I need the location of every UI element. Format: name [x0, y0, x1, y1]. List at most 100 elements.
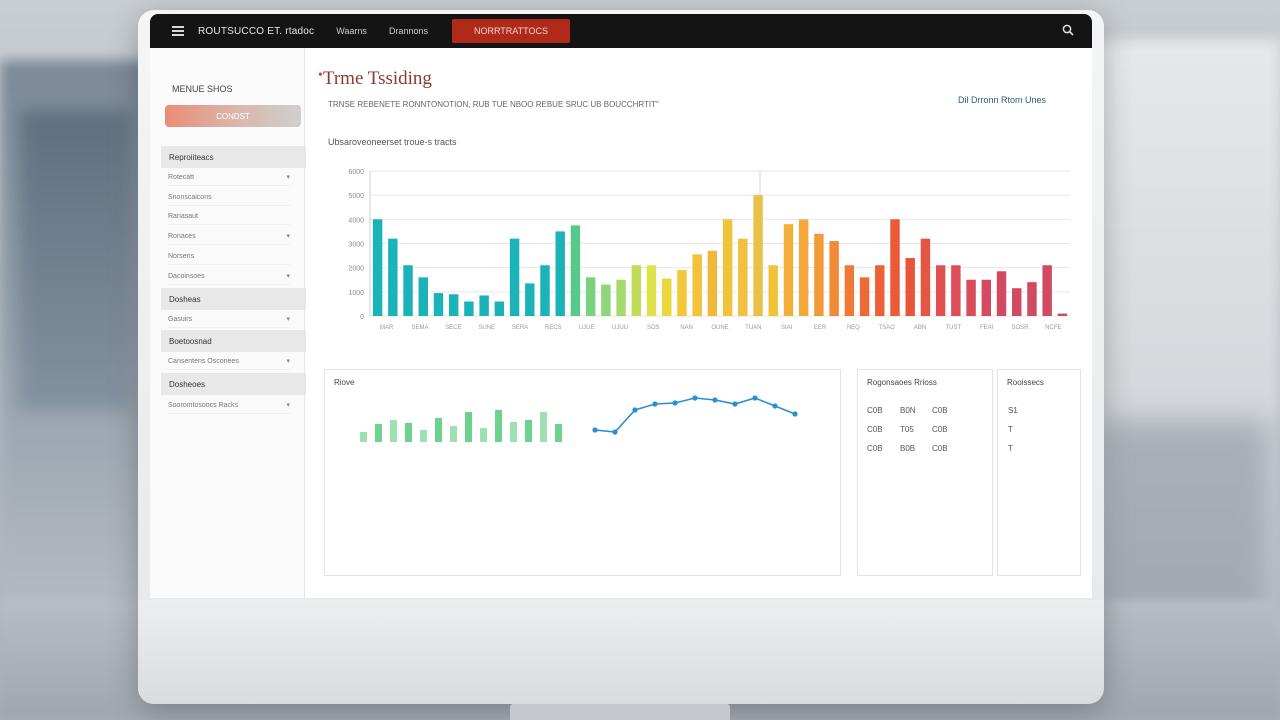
- trend-point: [672, 400, 678, 406]
- trend-bar: [435, 418, 442, 442]
- monitor-stand: [510, 704, 730, 720]
- bar: [1027, 282, 1037, 316]
- sidebar-section-header[interactable]: Dosheas: [161, 288, 306, 310]
- x-tick-label: SEMA: [411, 325, 428, 331]
- x-tick-label: ABN: [914, 325, 926, 331]
- bar: [555, 231, 565, 316]
- bar: [738, 238, 748, 316]
- x-tick-label: NEQ: [847, 325, 860, 331]
- bar: [494, 301, 505, 316]
- side-panel: Rooissecs S1 T T: [997, 369, 1081, 576]
- bar: [783, 224, 794, 316]
- trend-point: [652, 401, 658, 407]
- sidebar-item[interactable]: Sooromtosoocs Racks ▾: [168, 397, 290, 414]
- table-cell: C0B: [867, 406, 883, 415]
- trend-bar: [480, 428, 487, 442]
- chevron-down-icon: ▾: [286, 233, 290, 240]
- bar: [677, 270, 687, 316]
- bar: [920, 238, 931, 316]
- x-tick-label: RECS: [545, 325, 562, 331]
- trend-bar: [555, 424, 562, 442]
- bar: [692, 254, 702, 316]
- page-subtitle: TRNSE REBENETE RONNTONOTION, RUB TUE NBO…: [328, 100, 659, 109]
- bar: [570, 225, 581, 316]
- trend-bar: [540, 412, 547, 442]
- bar: [585, 277, 596, 316]
- table-panel: Rogonsaoes Rrioss C0B B0N C0B C0B T05 C0…: [857, 369, 993, 576]
- app-screen: ROUTSUCCO ET. rtadoc Waarns Drannons NOR…: [150, 14, 1092, 598]
- trend-point: [792, 411, 798, 417]
- menu-icon[interactable]: [172, 26, 186, 36]
- sidebar-section-header[interactable]: Reproiiteacs: [161, 146, 306, 168]
- sidebar-item[interactable]: Cansentens Osconees ▾: [168, 353, 290, 370]
- bar: [1042, 265, 1052, 316]
- x-tick-label: EER: [814, 325, 827, 331]
- table-cell: T05: [900, 425, 914, 434]
- sidebar-primary-button[interactable]: CONDST: [165, 105, 301, 127]
- trend-bar: [420, 430, 427, 442]
- bar: [418, 277, 428, 316]
- sidebar-item[interactable]: Dacoinsoes ▾: [168, 268, 290, 285]
- y-tick-label: 4000: [348, 217, 364, 224]
- bar: [981, 279, 992, 316]
- x-tick-label: SUNE: [478, 325, 495, 331]
- y-tick-label: 1000: [348, 290, 364, 297]
- header-link[interactable]: Dil Drronn Rtom Unes: [958, 95, 1047, 105]
- trend-point: [692, 395, 698, 401]
- background-blur-chair: [1100, 420, 1270, 620]
- bar: [631, 265, 642, 316]
- bar: [707, 250, 718, 316]
- x-tick-label: FEAI: [980, 325, 994, 331]
- sidebar-item[interactable]: Ranasaut: [168, 208, 290, 225]
- x-tick-label: SECE: [445, 325, 461, 331]
- app-brand: ROUTSUCCO ET. rtadoc: [198, 25, 315, 37]
- sidebar-item[interactable]: Snonscaicons: [168, 189, 290, 206]
- bar: [1057, 313, 1068, 316]
- trend-point: [592, 427, 598, 433]
- bar: [1012, 288, 1022, 316]
- sidebar-item[interactable]: Norsens: [168, 248, 290, 265]
- y-tick-label: 2000: [348, 266, 364, 273]
- trend-point: [752, 395, 758, 401]
- chevron-down-icon: ▾: [286, 316, 290, 323]
- sidebar-item[interactable]: Gasuirs ▾: [168, 311, 290, 328]
- table-cell: C0B: [932, 425, 948, 434]
- x-tick-label: TUAN: [745, 325, 761, 331]
- sidebar-section-header[interactable]: Boetoosnad: [161, 330, 306, 352]
- trend-point: [712, 397, 718, 403]
- x-tick-label: SERA: [512, 325, 528, 331]
- trend-point: [772, 403, 778, 409]
- trend-panel: Riove: [324, 369, 841, 576]
- page-title: •Trme Tssiding: [318, 68, 432, 89]
- monitor-chin: [138, 600, 1104, 704]
- sidebar-item[interactable]: Rotecatt ▾: [168, 169, 290, 186]
- bar: [966, 279, 976, 316]
- y-tick-label: 5000: [348, 193, 364, 200]
- trend-bar: [390, 420, 397, 442]
- trend-bar: [375, 424, 382, 442]
- search-icon[interactable]: [1062, 24, 1074, 36]
- side-panel-value: T: [1008, 444, 1013, 453]
- x-tick-label: UJUU: [612, 325, 628, 331]
- bar: [890, 219, 900, 316]
- top-navigation-bar: ROUTSUCCO ET. rtadoc Waarns Drannons NOR…: [150, 14, 1092, 48]
- bar: [433, 293, 444, 316]
- nav-active-tab[interactable]: NORRTRATTOCS: [451, 19, 570, 43]
- bar: [905, 258, 915, 316]
- nav-link-2[interactable]: Drannons: [388, 26, 428, 36]
- background-blur-window: [20, 110, 130, 410]
- bar: [479, 295, 489, 316]
- chevron-down-icon: ▾: [286, 174, 290, 181]
- bar: [540, 265, 550, 316]
- table-cell: C0B: [932, 444, 948, 453]
- trend-bar: [525, 420, 532, 442]
- table-cell: B0B: [900, 444, 916, 453]
- sidebar-item[interactable]: Ronaces ▾: [168, 228, 290, 245]
- sidebar: MENUE SHOS CONDST Reproiiteacs Rotecatt ▾…: [150, 48, 306, 598]
- x-tick-label: UJUE: [579, 325, 595, 331]
- bar: [829, 241, 839, 316]
- table-cell: C0B: [932, 406, 948, 415]
- y-tick-label: 3000: [348, 242, 364, 249]
- nav-link-1[interactable]: Waarns: [336, 26, 367, 36]
- sidebar-section-header[interactable]: Dosheoes: [161, 373, 306, 395]
